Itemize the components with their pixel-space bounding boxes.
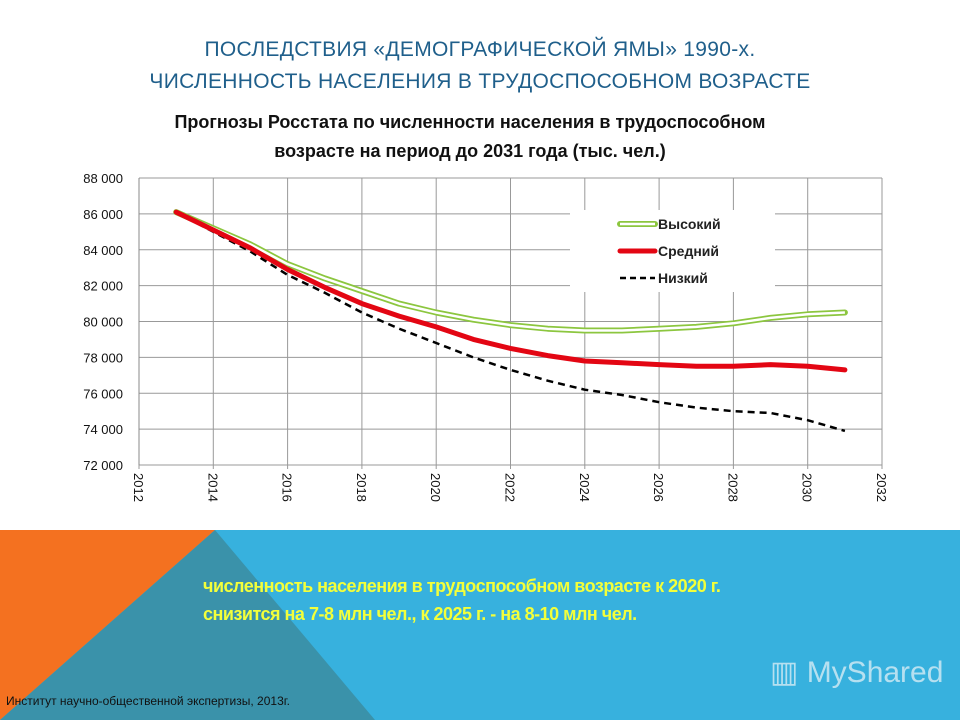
x-tick-label: 2026 <box>651 473 666 502</box>
x-tick-label: 2014 <box>205 473 220 502</box>
series-line-high-inner <box>175 210 845 332</box>
y-tick-label: 76 000 <box>83 386 123 401</box>
chart-title-line-2: возрасте на период до 2031 года (тыс. че… <box>274 141 666 161</box>
source-text: Институт научно-общественной экспертизы,… <box>6 694 290 708</box>
legend-label: Средний <box>658 243 719 259</box>
bottom-band <box>0 530 960 720</box>
x-tick-label: 2020 <box>428 473 443 502</box>
x-tick-label: 2012 <box>131 473 146 502</box>
chart-title: Прогнозы Росстата по численности населен… <box>100 108 840 166</box>
watermark-logo: ▥ MyShared <box>770 656 944 689</box>
x-tick-label: 2024 <box>577 473 592 502</box>
y-tick-label: 78 000 <box>83 350 123 365</box>
note-line-2: снизится на 7-8 млн чел., к 2025 г. - на… <box>203 604 637 624</box>
teal-triangle <box>0 530 375 720</box>
y-tick-label: 88 000 <box>83 171 123 186</box>
y-tick-label: 80 000 <box>83 315 123 330</box>
legend-box <box>570 210 775 292</box>
x-tick-label: 2032 <box>874 473 889 502</box>
chart-title-line-1: Прогнозы Росстата по численности населен… <box>174 112 766 132</box>
x-tick-label: 2022 <box>503 473 518 502</box>
series-line-mid <box>173 209 848 373</box>
note-line-1: численность населения в трудоспособном в… <box>203 576 721 596</box>
x-tick-label: 2030 <box>800 473 815 502</box>
slide-title-line-2: ЧИСЛЕННОСТЬ НАСЕЛЕНИЯ В ТРУДОСПОСОБНОМ В… <box>149 70 811 93</box>
y-tick-label: 86 000 <box>83 207 123 222</box>
x-tick-label: 2016 <box>280 473 295 502</box>
x-tick-label: 2018 <box>354 473 369 502</box>
legend-label: Высокий <box>658 216 721 232</box>
line-chart: 72 000 74 000 76 000 78 000 80 000 82 000 84 0… <box>83 171 889 502</box>
y-tick-label: 82 000 <box>83 279 123 294</box>
y-tick-label: 74 000 <box>83 422 123 437</box>
summary-note: численность населения в трудоспособном в… <box>203 572 721 628</box>
watermark-text: MyShared <box>806 656 944 689</box>
x-tick-label: 2028 <box>725 473 740 502</box>
legend-label: Низкий <box>658 270 708 286</box>
band-triangles <box>0 530 375 720</box>
slide-title-line-1: ПОСЛЕДСТВИЯ «ДЕМОГРАФИЧЕСКОЙ ЯМЫ» 1990-х… <box>204 38 756 61</box>
y-tick-label: 84 000 <box>83 243 123 258</box>
y-tick-label: 72 000 <box>83 458 123 473</box>
